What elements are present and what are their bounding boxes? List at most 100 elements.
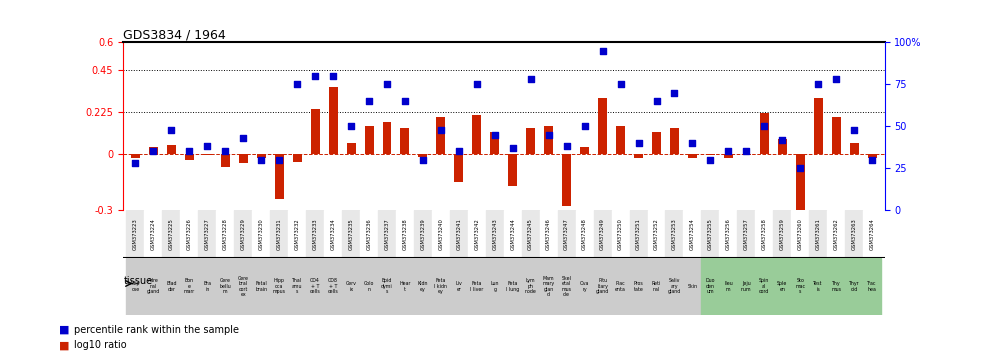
Text: Kidn
ey: Kidn ey xyxy=(418,281,429,292)
Text: GSM373247: GSM373247 xyxy=(564,218,569,250)
Bar xyxy=(199,210,216,258)
Text: Cere
bral
cort
ex: Cere bral cort ex xyxy=(238,276,249,297)
Text: GSM373227: GSM373227 xyxy=(204,218,209,250)
Text: Duo
den
um: Duo den um xyxy=(706,279,716,294)
Text: CD4
+ T
cells: CD4 + T cells xyxy=(310,279,320,294)
Text: Reti
nal: Reti nal xyxy=(652,281,662,292)
Bar xyxy=(378,258,396,315)
Point xyxy=(451,148,467,154)
Bar xyxy=(436,117,445,154)
Bar xyxy=(396,210,414,258)
Bar xyxy=(432,258,450,315)
Bar xyxy=(145,210,162,258)
Point xyxy=(434,127,449,132)
Text: GSM373226: GSM373226 xyxy=(187,218,192,250)
Point xyxy=(397,98,413,104)
Text: Ileu
m: Ileu m xyxy=(724,281,732,292)
Bar xyxy=(522,210,540,258)
Bar xyxy=(202,154,211,155)
Text: Adip
ose: Adip ose xyxy=(130,281,141,292)
Bar xyxy=(594,210,611,258)
Bar xyxy=(845,210,863,258)
Bar xyxy=(162,210,180,258)
Text: GSM373229: GSM373229 xyxy=(241,218,246,250)
Text: Hear
t: Hear t xyxy=(399,281,411,292)
Bar xyxy=(670,128,679,154)
Text: Thy
mus: Thy mus xyxy=(832,281,841,292)
Bar xyxy=(419,154,428,157)
Text: GSM373236: GSM373236 xyxy=(367,218,372,250)
Text: Fetal
brain: Fetal brain xyxy=(256,281,267,292)
Point xyxy=(666,90,682,96)
Bar xyxy=(131,154,140,158)
Text: Feta
l kidn
ey: Feta l kidn ey xyxy=(434,279,447,294)
Point xyxy=(271,157,287,162)
Text: GSM373238: GSM373238 xyxy=(402,218,408,250)
Bar xyxy=(540,210,557,258)
Text: Mam
mary
glan
d: Mam mary glan d xyxy=(543,276,554,297)
Text: GSM373251: GSM373251 xyxy=(636,218,641,250)
Text: GDS3834 / 1964: GDS3834 / 1964 xyxy=(123,28,226,41)
Point xyxy=(775,137,790,142)
Text: Saliv
ary
gland: Saliv ary gland xyxy=(667,279,681,294)
Bar xyxy=(720,258,737,315)
Point xyxy=(308,73,323,79)
Bar xyxy=(540,258,557,315)
Bar xyxy=(454,154,463,182)
Text: GSM373232: GSM373232 xyxy=(295,218,300,250)
Point xyxy=(469,81,485,87)
Text: Feta
l liver: Feta l liver xyxy=(470,281,484,292)
Text: GSM373253: GSM373253 xyxy=(672,218,677,250)
Bar xyxy=(629,210,648,258)
Bar xyxy=(473,115,482,154)
Text: GSM373255: GSM373255 xyxy=(708,218,713,250)
Point xyxy=(487,132,502,137)
Bar xyxy=(760,113,769,154)
Bar xyxy=(688,154,697,158)
Point xyxy=(595,48,610,54)
Text: ■: ■ xyxy=(59,325,70,335)
Text: Plac
enta: Plac enta xyxy=(615,281,626,292)
Text: percentile rank within the sample: percentile rank within the sample xyxy=(74,325,239,335)
Text: Cerv
ix: Cerv ix xyxy=(346,281,357,292)
Point xyxy=(163,127,179,132)
Bar xyxy=(526,128,535,154)
Point xyxy=(523,76,539,82)
Bar xyxy=(342,210,360,258)
Point xyxy=(684,140,700,146)
Bar xyxy=(755,210,774,258)
Point xyxy=(217,148,233,154)
Bar xyxy=(778,139,786,154)
Text: GSM373243: GSM373243 xyxy=(492,218,497,250)
Text: GSM373240: GSM373240 xyxy=(438,218,443,250)
Text: Feta
l lung: Feta l lung xyxy=(506,281,519,292)
Point xyxy=(810,81,826,87)
Text: ■: ■ xyxy=(59,341,70,350)
Point xyxy=(703,157,719,162)
Text: GSM373264: GSM373264 xyxy=(870,218,875,250)
Text: GSM373244: GSM373244 xyxy=(510,218,515,250)
Bar xyxy=(239,154,248,163)
Text: GSM373245: GSM373245 xyxy=(528,218,533,250)
Text: Jeju
num: Jeju num xyxy=(741,281,752,292)
Text: Thal
amu
s: Thal amu s xyxy=(292,279,303,294)
Bar xyxy=(199,258,216,315)
Bar xyxy=(828,258,845,315)
Bar xyxy=(611,210,629,258)
Bar xyxy=(580,147,589,154)
Text: GSM373224: GSM373224 xyxy=(151,218,156,250)
Bar xyxy=(832,117,840,154)
Text: GSM373254: GSM373254 xyxy=(690,218,695,250)
Point xyxy=(379,81,395,87)
Bar xyxy=(306,258,324,315)
Bar xyxy=(845,258,863,315)
Point xyxy=(757,123,773,129)
Text: Trac
hea: Trac hea xyxy=(867,281,877,292)
Bar xyxy=(598,98,607,154)
Bar xyxy=(809,210,828,258)
Point xyxy=(182,148,198,154)
Bar xyxy=(557,258,576,315)
Bar xyxy=(809,258,828,315)
Bar xyxy=(288,210,306,258)
Bar xyxy=(382,122,391,154)
